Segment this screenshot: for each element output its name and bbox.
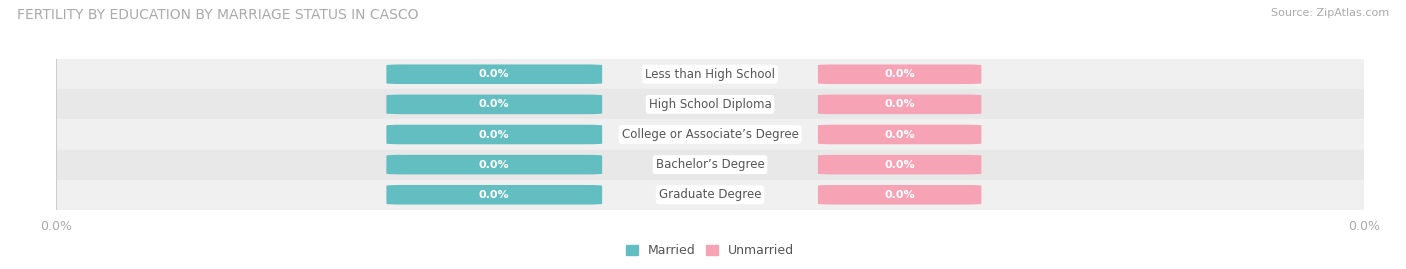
FancyBboxPatch shape [818, 185, 981, 204]
Text: FERTILITY BY EDUCATION BY MARRIAGE STATUS IN CASCO: FERTILITY BY EDUCATION BY MARRIAGE STATU… [17, 8, 419, 22]
FancyBboxPatch shape [387, 65, 602, 84]
FancyBboxPatch shape [387, 95, 602, 114]
Legend: Married, Unmarried: Married, Unmarried [621, 240, 799, 261]
Text: 0.0%: 0.0% [479, 69, 509, 79]
FancyBboxPatch shape [818, 65, 981, 84]
Bar [56, 119, 1364, 150]
Text: Source: ZipAtlas.com: Source: ZipAtlas.com [1271, 8, 1389, 18]
Text: Graduate Degree: Graduate Degree [659, 188, 761, 201]
Text: Bachelor’s Degree: Bachelor’s Degree [655, 158, 765, 171]
Text: 0.0%: 0.0% [884, 160, 915, 170]
Text: 0.0%: 0.0% [479, 129, 509, 140]
Text: High School Diploma: High School Diploma [648, 98, 772, 111]
FancyBboxPatch shape [818, 125, 981, 144]
Text: College or Associate’s Degree: College or Associate’s Degree [621, 128, 799, 141]
Text: 0.0%: 0.0% [884, 69, 915, 79]
Text: 0.0%: 0.0% [884, 99, 915, 109]
FancyBboxPatch shape [818, 95, 981, 114]
FancyBboxPatch shape [818, 155, 981, 174]
Bar [56, 89, 1364, 119]
Text: 0.0%: 0.0% [884, 129, 915, 140]
FancyBboxPatch shape [387, 155, 602, 174]
Text: 0.0%: 0.0% [884, 190, 915, 200]
FancyBboxPatch shape [387, 125, 602, 144]
Text: 0.0%: 0.0% [479, 160, 509, 170]
Bar [56, 59, 1364, 89]
Bar [56, 180, 1364, 210]
Text: 0.0%: 0.0% [479, 190, 509, 200]
FancyBboxPatch shape [387, 185, 602, 204]
Text: Less than High School: Less than High School [645, 68, 775, 81]
Text: 0.0%: 0.0% [479, 99, 509, 109]
Bar [56, 150, 1364, 180]
